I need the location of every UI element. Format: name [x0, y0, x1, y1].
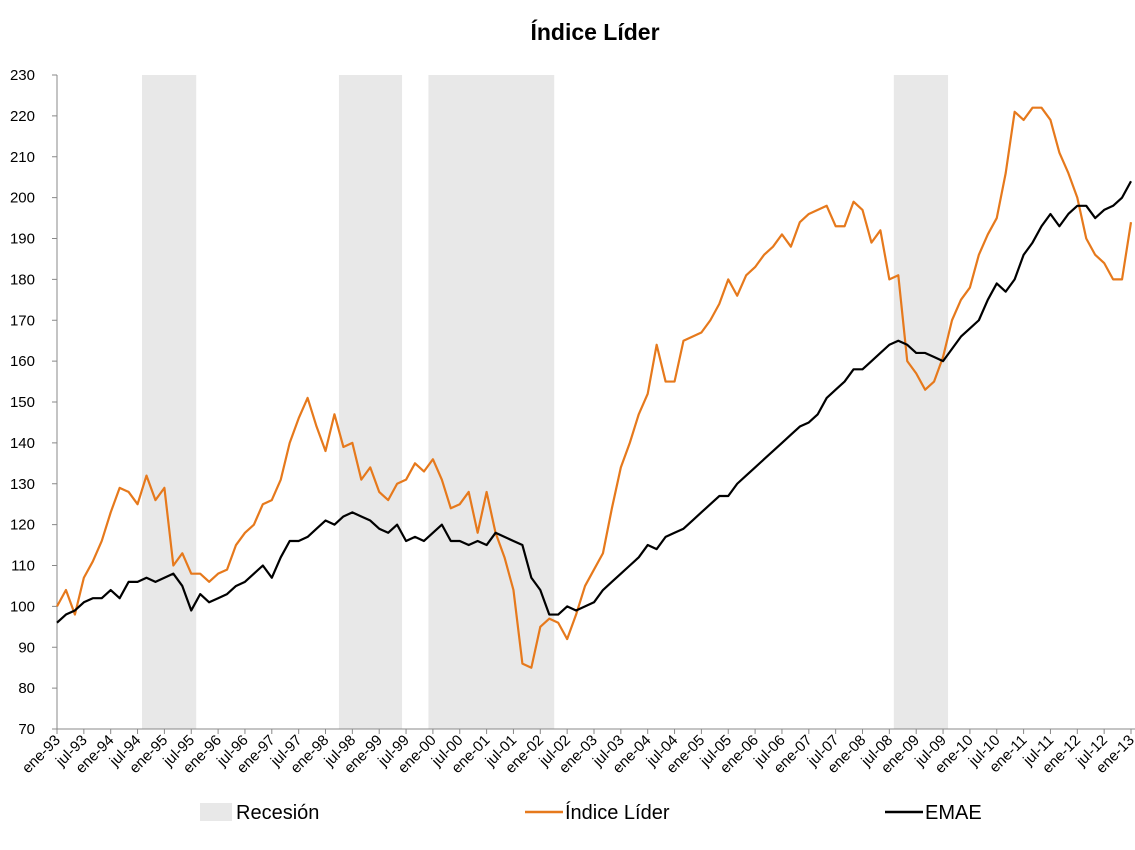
recession-bar [508, 75, 519, 729]
recession-bar [517, 75, 528, 729]
recession-bar [911, 75, 922, 729]
recession-bar [428, 75, 438, 729]
recession-bar [920, 75, 931, 729]
y-tick-label: 120 [10, 517, 35, 534]
recession-bar [374, 75, 385, 729]
recession-bar [392, 75, 403, 729]
legend-label: Recesión [236, 802, 319, 824]
recession-bar [177, 75, 188, 729]
chart-title: Índice Líder [530, 18, 659, 45]
y-tick-label: 70 [18, 721, 35, 738]
recession-bar [473, 75, 483, 729]
y-tick-label: 180 [10, 271, 35, 288]
series-line [56, 180, 1132, 624]
recession-bar [186, 75, 197, 729]
recession-bar [500, 75, 510, 729]
y-tick-label: 160 [10, 353, 35, 370]
recession-bar [347, 75, 358, 729]
recession-bar [938, 75, 949, 729]
y-tick-label: 220 [10, 108, 35, 125]
recession-bar [142, 75, 152, 729]
y-tick-label: 100 [10, 598, 35, 615]
recession-bar [168, 75, 179, 729]
y-tick-label: 230 [10, 67, 35, 84]
y-tick-label: 130 [10, 476, 35, 493]
y-tick-label: 110 [11, 558, 35, 575]
legend-label: EMAE [925, 802, 982, 824]
recession-bar [383, 75, 394, 729]
y-tick-label: 90 [18, 639, 35, 656]
recession-bar [159, 75, 170, 729]
recession-bar [455, 75, 465, 729]
recession-bar [338, 75, 349, 729]
recession-bar [535, 75, 546, 729]
series-line [56, 106, 1133, 669]
recession-bar [491, 75, 501, 729]
recession-bar [464, 75, 474, 729]
recession-bar [150, 75, 161, 729]
recession-bar [437, 75, 447, 729]
y-tick-label: 190 [10, 231, 35, 248]
recession-bar [893, 75, 904, 729]
recession-bar [902, 75, 913, 729]
y-tick-label: 210 [10, 149, 35, 166]
y-tick-label: 80 [18, 680, 35, 697]
recession-bar [356, 75, 367, 729]
y-tick-label: 150 [10, 394, 35, 411]
recession-bar [365, 75, 376, 729]
recession-bar [526, 75, 537, 729]
legend-swatch [200, 803, 232, 821]
y-tick-label: 170 [10, 312, 35, 329]
recession-bar [446, 75, 456, 729]
recession-bar [482, 75, 492, 729]
recession-bar [929, 75, 940, 729]
y-tick-label: 200 [10, 190, 35, 207]
y-tick-label: 140 [10, 435, 35, 452]
legend-label: Índice Líder [565, 801, 670, 824]
recession-bar [544, 75, 555, 729]
